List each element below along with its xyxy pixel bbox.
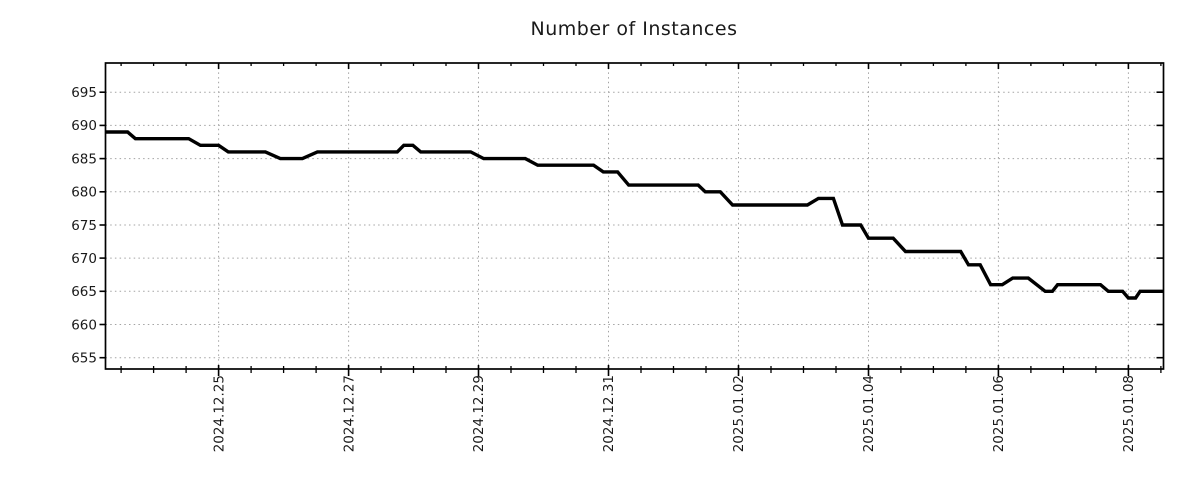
x-tick-label: 2025.01.04	[861, 375, 877, 452]
x-tick-label: 2024.12.29	[471, 375, 487, 452]
x-tick-label: 2025.01.02	[731, 375, 747, 452]
x-tick-label: 2025.01.06	[991, 375, 1007, 452]
y-tick-label: 665	[71, 284, 97, 300]
plot-frame	[104, 62, 1165, 370]
y-tick-label: 675	[71, 218, 97, 234]
x-tick-label: 2024.12.25	[211, 375, 227, 452]
y-tick-label: 670	[71, 251, 97, 267]
y-tick-label: 685	[71, 151, 97, 167]
chart-title: Number of Instances	[530, 18, 738, 40]
y-tick-label: 695	[71, 85, 97, 101]
series-line	[105, 130, 1164, 300]
y-tick-label: 690	[71, 118, 97, 134]
x-tick-label: 2024.12.27	[341, 375, 357, 452]
x-tick-label: 2025.01.08	[1121, 375, 1137, 452]
y-tick-label: 655	[71, 351, 97, 367]
y-tick-label: 680	[71, 185, 97, 201]
y-tick-label: 660	[71, 317, 97, 333]
x-tick-label: 2024.12.31	[601, 375, 617, 452]
